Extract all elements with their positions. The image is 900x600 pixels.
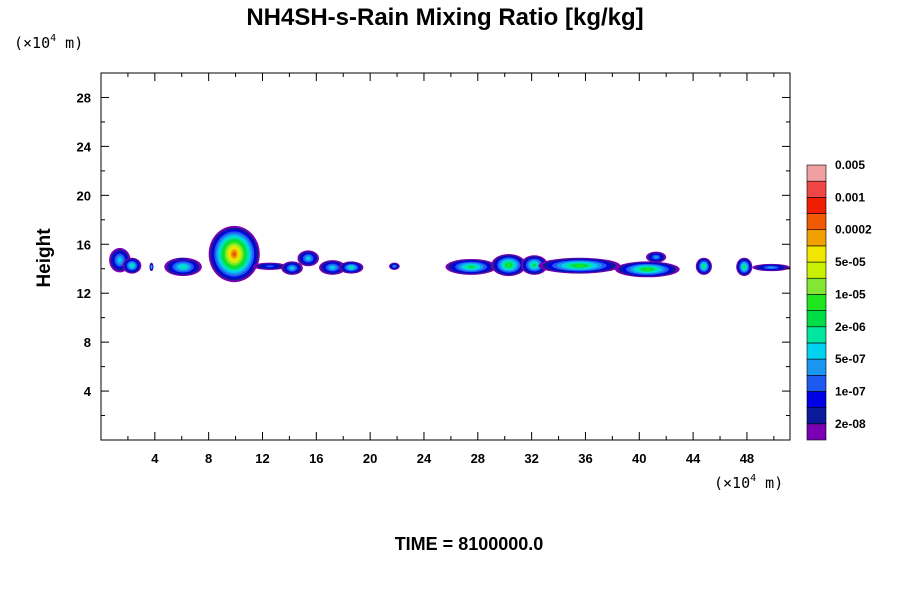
- colorbar-label: 5e-05: [835, 255, 866, 269]
- colorbar-swatch: [806, 277, 827, 295]
- x-tick-label: 4: [151, 451, 159, 466]
- colorbar-swatch: [806, 310, 827, 328]
- y-tick-label: 20: [77, 188, 91, 203]
- svg-text:(×104 m): (×104 m): [14, 33, 83, 52]
- cell-contour-level: [265, 265, 275, 268]
- colorbar-swatch: [806, 245, 827, 263]
- x-tick-label: 32: [524, 451, 538, 466]
- colorbar-label: 5e-07: [835, 352, 866, 366]
- colorbar-swatch: [806, 326, 827, 344]
- y-axis: 4 8 12 16 20 24 28: [77, 90, 790, 417]
- colorbar-swatch: [806, 294, 827, 311]
- cell-contour-level: [393, 265, 396, 268]
- colorbar-label: 0.005: [835, 158, 865, 172]
- y-unit-label: (×104 m): [14, 33, 83, 52]
- cell-contour-level: [702, 264, 705, 268]
- cell-contour-level: [654, 255, 659, 259]
- y-axis-label: Height: [34, 228, 55, 288]
- colorbar-swatch: [806, 374, 827, 392]
- x-unit-suffix: m): [756, 474, 783, 492]
- x-axis: 4 8 12 16 20 24 28 32 36 40 44 48: [127, 73, 775, 466]
- colorbar-label: 0.0002: [835, 223, 872, 237]
- colorbar-swatch: [806, 261, 827, 279]
- colorbar-swatch: [806, 213, 827, 231]
- y-unit-suffix: m): [56, 34, 83, 52]
- cell-contour-level: [306, 256, 311, 260]
- x-tick-label: 28: [471, 451, 485, 466]
- x-unit-label: (×104 m): [714, 473, 783, 492]
- chart-title: NH4SH-s-Rain Mixing Ratio [kg/kg]: [246, 4, 643, 31]
- colorbar-label: 1e-05: [835, 287, 866, 301]
- colorbar-label: 2e-08: [835, 417, 866, 431]
- y-tick-label: 24: [77, 139, 92, 154]
- cell-contour-level: [118, 257, 122, 263]
- colorbar-swatch: [806, 423, 827, 441]
- colorbar-swatch: [806, 197, 827, 214]
- data-cells: [109, 225, 790, 283]
- plot-frame: [100, 72, 791, 441]
- cell-contour-level: [330, 266, 335, 269]
- colorbar-swatch: [806, 407, 827, 425]
- svg-text:(×104 m): (×104 m): [714, 473, 783, 492]
- colorbar-label: 1e-07: [835, 384, 866, 398]
- cell-contour-level: [767, 266, 775, 269]
- colorbar-label: 2e-06: [835, 320, 866, 334]
- colorbar-swatch: [806, 229, 827, 247]
- y-tick-label: 16: [77, 237, 91, 252]
- cell-contour-level: [130, 264, 134, 268]
- colorbar-label: 0.001: [835, 190, 865, 204]
- time-footer: TIME = 8100000.0: [395, 534, 544, 554]
- cell-contour-level: [574, 264, 584, 267]
- cell-contour-level: [349, 266, 354, 269]
- x-tick-label: 12: [255, 451, 269, 466]
- y-tick-label: 28: [77, 90, 91, 105]
- cell-contour-level: [643, 268, 651, 271]
- cell-contour-level: [290, 266, 294, 270]
- cell-contour-level: [180, 265, 186, 269]
- colorbar-swatch: [806, 391, 827, 408]
- cell-contour-level: [506, 263, 511, 267]
- x-tick-label: 48: [740, 451, 754, 466]
- x-unit-exponent: 4: [750, 473, 756, 484]
- cell-contour-level: [743, 265, 746, 269]
- y-unit-exponent: 4: [50, 33, 56, 44]
- cell-contour-level: [232, 251, 237, 257]
- cell-contour-level: [179, 258, 186, 261]
- y-tick-label: 12: [77, 286, 91, 301]
- colorbar-swatch: [806, 342, 827, 360]
- x-tick-label: 8: [205, 451, 212, 466]
- x-tick-label: 44: [686, 451, 701, 466]
- x-tick-label: 16: [309, 451, 323, 466]
- x-tick-label: 40: [632, 451, 646, 466]
- cell-contour-level: [532, 263, 536, 267]
- cell-contour-level: [467, 265, 475, 269]
- colorbar-swatch: [806, 164, 827, 182]
- y-unit-prefix: (×10: [14, 34, 50, 52]
- x-tick-label: 36: [578, 451, 592, 466]
- y-tick-label: 4: [84, 384, 92, 399]
- x-unit-prefix: (×10: [714, 474, 750, 492]
- colorbar-swatch: [806, 180, 827, 198]
- x-tick-label: 20: [363, 451, 377, 466]
- y-tick-label: 8: [84, 335, 91, 350]
- colorbar-swatch: [806, 358, 827, 376]
- cell-contour-level: [150, 266, 153, 268]
- colorbar: 2e-08 1e-07 5e-07 2e-06 1e-05 5e-05 0.0002 0.00…: [806, 158, 872, 441]
- x-tick-label: 24: [417, 451, 432, 466]
